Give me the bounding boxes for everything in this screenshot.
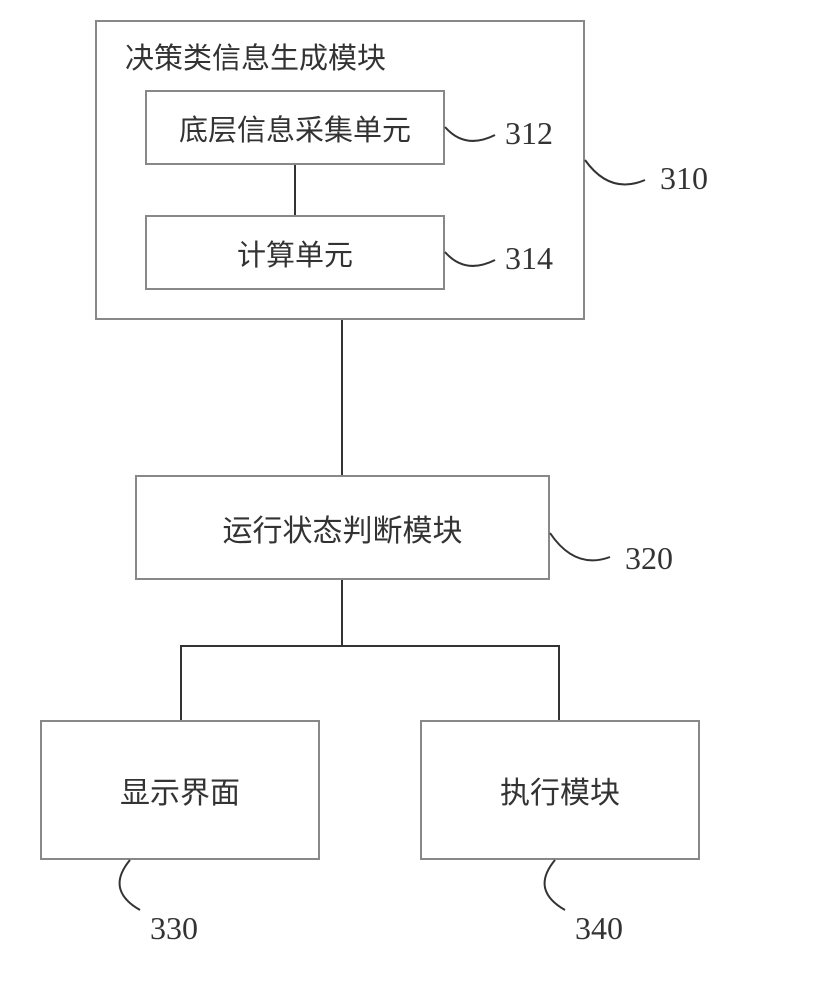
leader-314 [445,240,505,280]
calc-unit-box: 计算单元 [145,215,445,290]
status-module-box: 运行状态判断模块 [135,475,550,580]
edge-outer-mid [341,320,343,475]
status-module-label: 运行状态判断模块 [223,506,463,550]
display-label: 显示界面 [120,768,240,812]
exec-box: 执行模块 [420,720,700,860]
collection-unit-label: 底层信息采集单元 [179,107,411,149]
decision-module-title: 决策类信息生成模块 [125,35,386,77]
ref-320: 320 [625,540,673,577]
edge-to-left [180,645,182,720]
leader-312 [445,115,505,155]
ref-310: 310 [660,160,708,197]
edge-unit1-unit2 [294,165,296,215]
collection-unit-box: 底层信息采集单元 [145,90,445,165]
ref-314: 314 [505,240,553,277]
ref-340: 340 [575,910,623,947]
leader-320 [550,525,620,575]
edge-to-right [558,645,560,720]
edge-mid-stub [341,580,343,645]
edge-horizontal [180,645,560,647]
exec-label: 执行模块 [500,768,620,812]
display-box: 显示界面 [40,720,320,860]
ref-312: 312 [505,115,553,152]
leader-310 [585,150,655,200]
ref-330: 330 [150,910,198,947]
calc-unit-label: 计算单元 [237,232,353,274]
